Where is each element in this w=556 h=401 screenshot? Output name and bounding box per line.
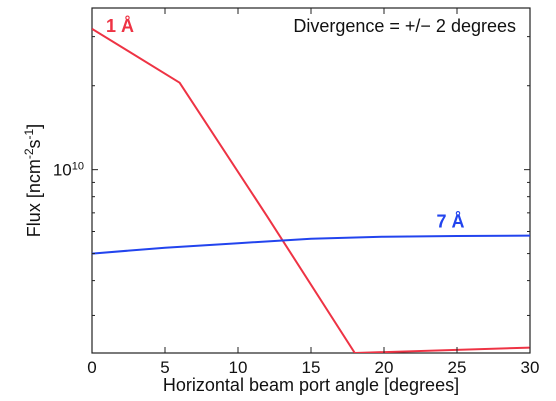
x-axis-label: Horizontal beam port angle [degrees] bbox=[163, 375, 459, 395]
series-line-0 bbox=[92, 29, 530, 353]
x-tick-label-30: 30 bbox=[521, 358, 540, 377]
y-tick-base: 10 bbox=[53, 161, 72, 180]
series-lines bbox=[92, 29, 530, 353]
plot-frame bbox=[92, 8, 530, 353]
series-line-1 bbox=[92, 236, 530, 254]
axis-ticks: 0 5 10 15 20 25 30 bbox=[87, 8, 539, 377]
y-axis-label: Flux [ncm-2s-1] bbox=[22, 124, 44, 237]
y-tick-exponent: 10 bbox=[72, 161, 84, 173]
series-label-1-angstrom: 1 Å bbox=[106, 16, 134, 36]
series-label-7-angstrom: 7 Å bbox=[437, 212, 465, 232]
y-axis-label-exp2: -1 bbox=[22, 129, 36, 140]
y-tick-label-1e10: 1010 bbox=[53, 161, 84, 180]
y-axis-label-end: ] bbox=[24, 124, 44, 129]
divergence-annotation: Divergence = +/− 2 degrees bbox=[293, 16, 516, 36]
x-tick-label-0: 0 bbox=[87, 358, 96, 377]
y-axis-label-exp1: -2 bbox=[22, 148, 36, 159]
y-axis-label-base: Flux [ncm bbox=[24, 159, 44, 237]
plot-area bbox=[92, 8, 530, 353]
y-axis-label-mid: s bbox=[24, 140, 44, 149]
